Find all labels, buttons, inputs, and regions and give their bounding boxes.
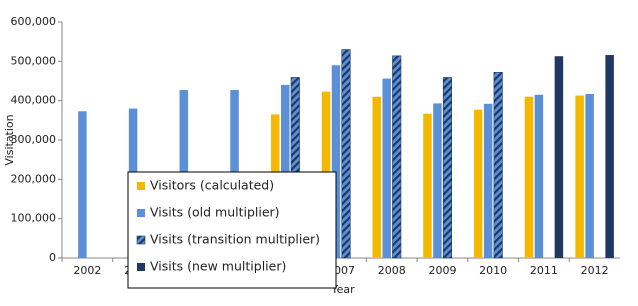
legend-box (127, 171, 337, 289)
x-tick-label: 2008 (378, 264, 406, 277)
legend-label: Visits (new multiplier) (150, 259, 286, 274)
legend-swatch (136, 235, 146, 245)
y-tick-label: 400,000 (11, 94, 57, 107)
y-tick-label: 500,000 (11, 54, 57, 67)
bar (554, 56, 564, 258)
bar (473, 109, 483, 258)
bar (605, 55, 614, 258)
x-tick-label: 2010 (479, 264, 507, 277)
legend-label: Visits (old multiplier) (150, 205, 280, 220)
bar (493, 72, 503, 259)
legend: Visitors (calculated) Visits (old multipl… (127, 171, 337, 289)
bar (524, 96, 534, 258)
legend-label: Visitors (calculated) (150, 178, 274, 193)
x-tick-label: 2012 (581, 264, 609, 277)
legend-label: Visits (transition multiplier) (150, 232, 320, 247)
x-axis-title: Year (330, 283, 355, 296)
legend-swatch (137, 209, 145, 217)
bar (433, 103, 442, 258)
x-tick-label: 2002 (73, 264, 101, 277)
legend-swatch (137, 263, 145, 271)
x-tick-label: 2011 (530, 264, 558, 277)
y-tick-label: 600,000 (11, 15, 57, 28)
bar (423, 113, 432, 258)
bar (372, 96, 381, 258)
y-tick-label: 0 (49, 251, 56, 264)
bar (281, 84, 290, 258)
bar (534, 94, 544, 259)
bar (585, 93, 594, 258)
y-tick-label: 200,000 (11, 172, 57, 185)
y-axis-title: Visitation (3, 114, 16, 165)
y-tick-label: 100,000 (11, 212, 57, 225)
bar (442, 77, 453, 259)
y-tick-label: 300,000 (11, 133, 57, 146)
bar (382, 78, 391, 258)
bar (341, 49, 351, 259)
bar (575, 95, 584, 258)
bar (392, 55, 402, 259)
x-tick-label: 2009 (428, 264, 456, 277)
legend-swatch (137, 182, 145, 190)
bar (331, 65, 341, 259)
bar (78, 111, 87, 258)
bar (483, 103, 493, 259)
